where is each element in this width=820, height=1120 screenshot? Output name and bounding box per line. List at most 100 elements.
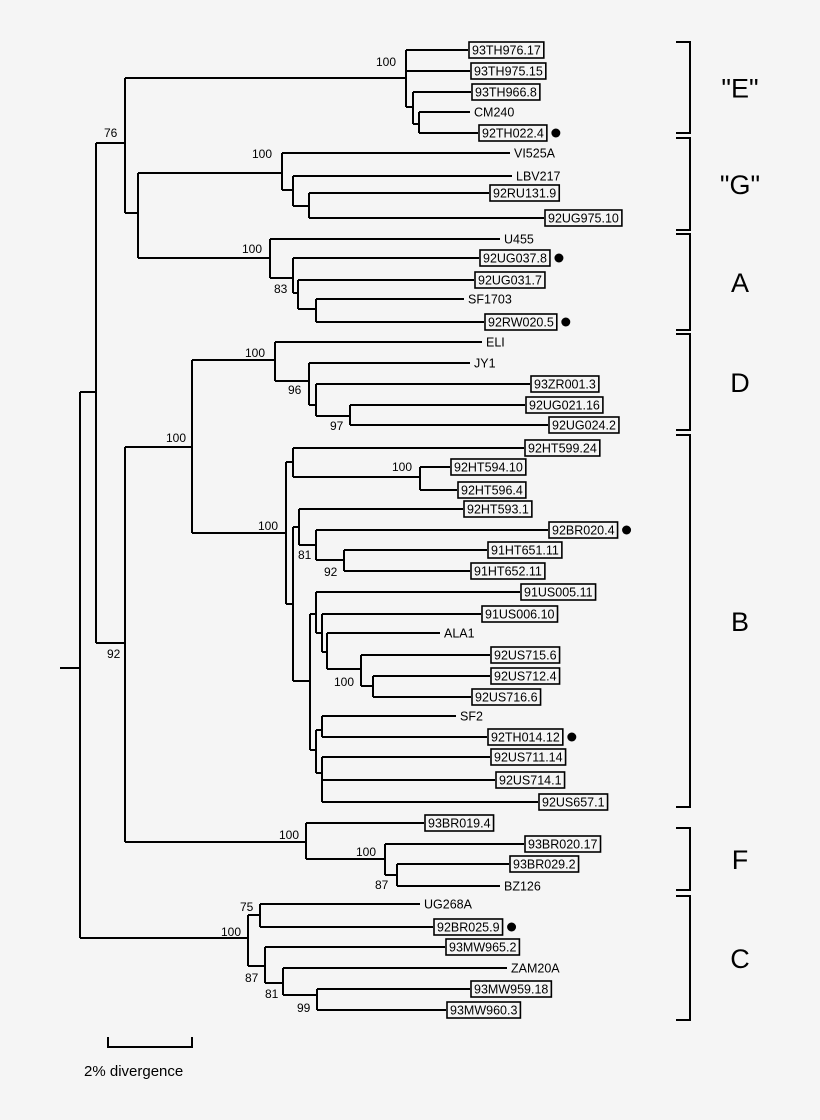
leaf-label: U455 (504, 233, 534, 247)
leaf-highlight-box (489, 184, 561, 202)
leaf-labels: 93TH976.17 93TH975.15 93TH966.8 CM240 92TH02… (424, 41, 632, 1019)
bootstrap-value: 92 (324, 565, 338, 579)
leaf-label: VI525A (514, 147, 556, 161)
leaf-highlight-box (548, 521, 619, 539)
leaf: 92TH022.4 (478, 124, 561, 142)
leaf: ELI (486, 336, 505, 350)
clade-bracket: B (676, 434, 749, 808)
leaf: 91HT651.11 (487, 541, 563, 559)
leaf: ALA1 (444, 627, 475, 641)
leaf: 92UG021.16 (525, 396, 604, 414)
leaf: 91US005.11 (520, 583, 597, 601)
leaf: UG268A (424, 898, 473, 912)
leaf-label: SF1703 (468, 293, 512, 307)
leaf-highlight-box (470, 562, 546, 580)
leaf: 93BR029.2 (509, 855, 580, 873)
leaf: 93TH976.17 (468, 41, 545, 59)
bootstrap-value: 87 (375, 878, 389, 892)
leaf-highlight-box (479, 249, 551, 267)
leaf: 92HT593.1 (463, 500, 533, 518)
scale-bar-label: 2% divergence (84, 1063, 183, 1080)
leaf-highlight-box (471, 688, 542, 706)
leaf-label: UG268A (424, 898, 473, 912)
leaf: 91HT652.11 (470, 562, 546, 580)
leaf-label: 92UG031.7 (478, 274, 542, 288)
leaf-highlight-box (487, 541, 563, 559)
leaf-highlight-box (538, 793, 609, 811)
bracket-line (676, 434, 691, 808)
leaf: BZ126 (504, 880, 541, 894)
bootstrap-value: 96 (288, 383, 302, 397)
leaf-label: 93MW959.18 (474, 983, 548, 997)
leaf-label: 92RU131.9 (493, 187, 556, 201)
leaf-highlight-box (450, 458, 527, 476)
leaf: 92HT596.4 (457, 481, 527, 499)
leaf-highlight-box (530, 375, 600, 393)
leaf-highlight-box (463, 500, 533, 518)
bootstrap-value: 100 (334, 675, 354, 689)
leaf: LBV217 (516, 170, 561, 184)
leaf: 92US715.6 (490, 646, 561, 664)
leaf: 92HT594.10 (450, 458, 527, 476)
leaf-label: 93TH976.17 (472, 44, 541, 58)
leaf-label: 92HT594.10 (454, 461, 523, 475)
bootstrap-value: 92 (107, 647, 121, 661)
leaf-label: 91US005.11 (524, 586, 593, 600)
leaf-highlight-box (433, 918, 504, 936)
leaf-label: 92BR020.4 (552, 524, 615, 538)
clade-label: F (732, 845, 749, 875)
leaf-highlight-box (490, 646, 561, 664)
bootstrap-value: 99 (297, 1001, 311, 1015)
leaf-label: 92UG975.10 (548, 212, 619, 226)
leaf-label: 92HT599.24 (528, 442, 597, 456)
leaf-highlight-box (524, 835, 602, 853)
bootstrap-value: 76 (104, 126, 118, 140)
bracket-line (676, 895, 691, 1021)
leaf-highlight-box (470, 980, 553, 998)
leaf-highlight-box (548, 416, 620, 434)
bootstrap-value: 81 (265, 987, 279, 1001)
leaf-highlight-box (490, 667, 561, 685)
leaf-highlight-box (484, 313, 558, 331)
leaf-highlight-box (445, 938, 521, 956)
leaf-label: 92US715.6 (494, 649, 557, 663)
leaf-highlight-box (471, 83, 541, 101)
leaf: 93MW965.2 (445, 938, 521, 956)
leaf: 92US712.4 (490, 667, 561, 685)
bootstrap-value: 100 (252, 147, 272, 161)
bootstrap-value: 81 (298, 548, 312, 562)
leaf: CM240 (474, 106, 514, 120)
leaf: 92RU131.9 (489, 184, 561, 202)
leaf-label: ELI (486, 336, 505, 350)
bootstrap-value: 100 (258, 519, 278, 533)
leaf: 92BR025.9 (433, 918, 517, 936)
leaf: 92RW020.5 (484, 313, 571, 331)
leaf: SF1703 (468, 293, 512, 307)
leaf: SF2 (460, 710, 483, 724)
bootstrap-value: 83 (274, 282, 288, 296)
clade-bracket: A (676, 233, 749, 331)
leaf-label: 91HT651.11 (491, 544, 559, 558)
leaf-label: 92US712.4 (494, 670, 557, 684)
leaf-highlight-box (446, 1001, 522, 1019)
leaf: 93BR019.4 (424, 814, 495, 832)
leaf-label: 92UG037.8 (483, 252, 547, 266)
leaf-highlight-box (495, 771, 566, 789)
leaf-label: 92TH022.4 (482, 127, 544, 141)
leaf: 92UG024.2 (548, 416, 620, 434)
leaf-label: 92RW020.5 (488, 316, 554, 330)
leaf: 91US006.10 (481, 605, 559, 623)
leaf-highlight-box (544, 209, 623, 227)
leaf-label: 92UG021.16 (529, 399, 600, 413)
leaf: 92UG031.7 (474, 271, 546, 289)
clade-label: "E" (721, 74, 758, 104)
leaf-label: SF2 (460, 710, 483, 724)
leaf: 92UG037.8 (479, 249, 564, 267)
leaf-highlight-box (520, 583, 597, 601)
leaf-highlight-box (509, 855, 580, 873)
bracket-line (676, 827, 691, 891)
bracket-line (676, 333, 691, 431)
leaf: 92BR020.4 (548, 521, 632, 539)
bootstrap-value: 75 (240, 900, 254, 914)
